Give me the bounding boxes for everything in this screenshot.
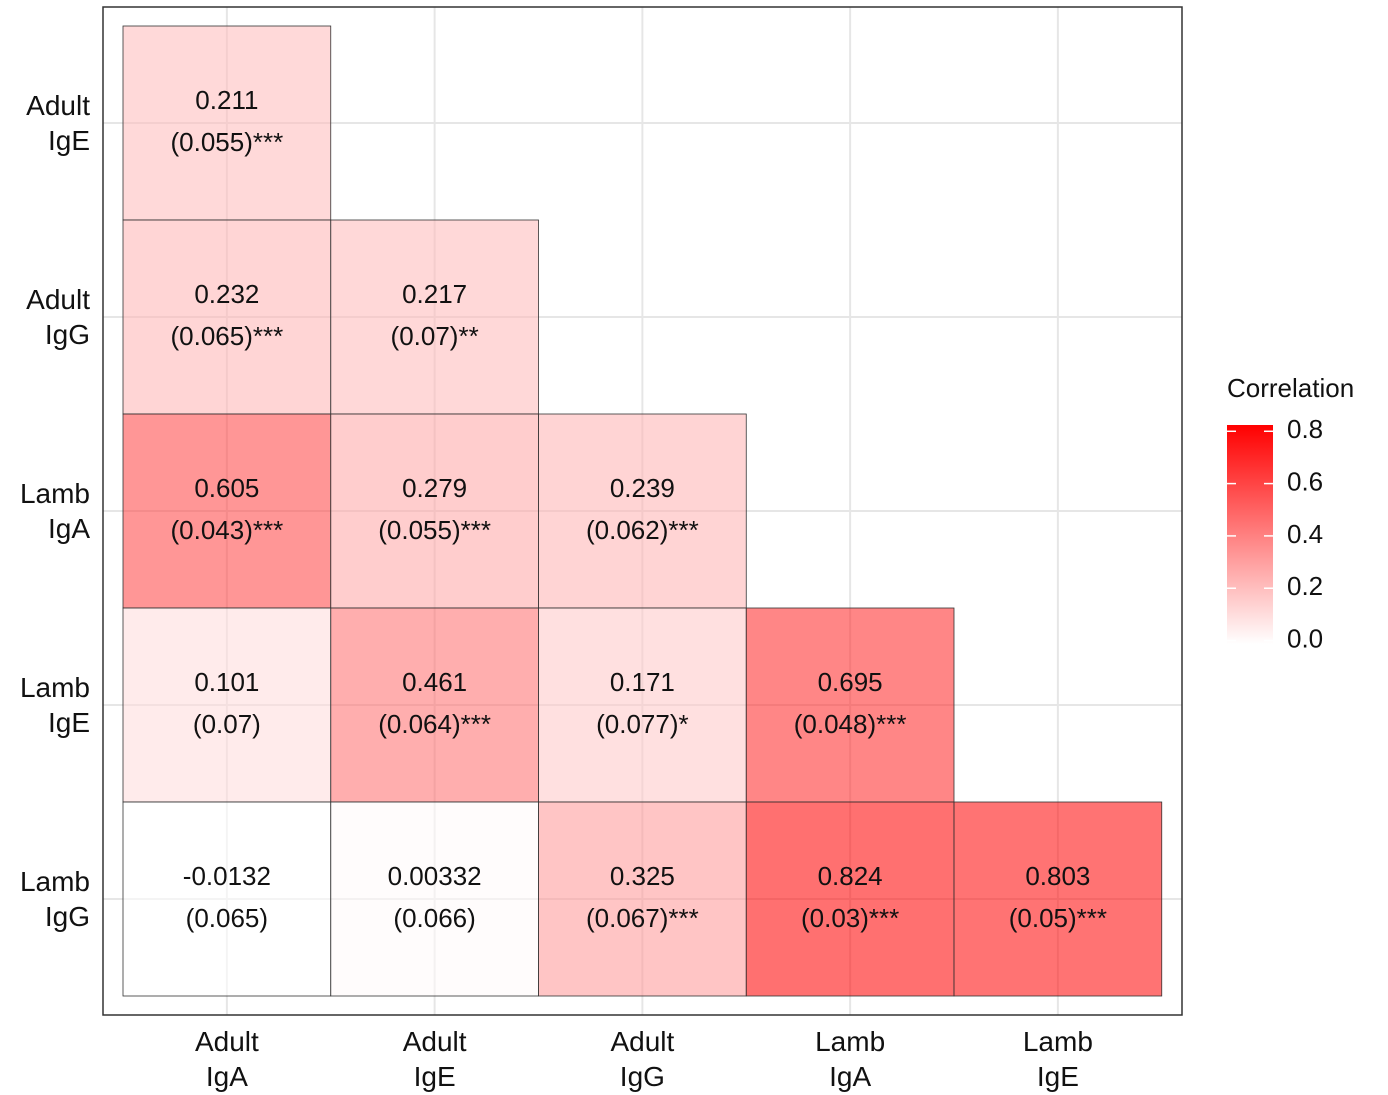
cell-annotation: (0.065)*** bbox=[171, 321, 284, 351]
cell-annotation: (0.064)*** bbox=[378, 709, 491, 739]
colorbar-title: Correlation bbox=[1227, 373, 1354, 403]
cell-annotation: (0.07) bbox=[193, 709, 261, 739]
cell-annotation: (0.048)*** bbox=[794, 709, 907, 739]
colorbar-tick-label: 0.4 bbox=[1287, 519, 1323, 549]
cell-value-label: 0.00332 bbox=[388, 861, 482, 891]
heatmap-cell bbox=[330, 801, 539, 997]
cell-value-label: 0.171 bbox=[610, 667, 675, 697]
cell-annotation: (0.055)*** bbox=[378, 515, 491, 545]
cell-value-label: 0.101 bbox=[194, 667, 259, 697]
x-tick-label: Adult IgE bbox=[402, 1026, 467, 1092]
heatmap-cell bbox=[330, 219, 539, 415]
colorbar-tick-label: 0.0 bbox=[1287, 623, 1323, 653]
heatmap-cell bbox=[122, 801, 332, 997]
colorbar-tick-label: 0.6 bbox=[1287, 466, 1323, 496]
cell-value-label: -0.0132 bbox=[183, 861, 271, 891]
cell-value-label: 0.824 bbox=[818, 861, 883, 891]
cell-value-label: 0.211 bbox=[195, 85, 258, 115]
cell-value-label: 0.803 bbox=[1025, 861, 1090, 891]
cell-value-label: 0.461 bbox=[402, 667, 467, 697]
heatmap-cell bbox=[122, 25, 332, 221]
heatmap-cell bbox=[330, 413, 539, 609]
y-tick-label: Adult IgG bbox=[26, 284, 90, 350]
heatmap-cell bbox=[538, 801, 747, 997]
cell-annotation: (0.03)*** bbox=[801, 903, 899, 933]
colorbar-tick-label: 0.8 bbox=[1287, 414, 1323, 444]
heatmap-cell bbox=[745, 607, 955, 803]
cell-value-label: 0.605 bbox=[194, 473, 259, 503]
y-tick-label: Lamb IgA bbox=[19, 478, 90, 544]
cell-annotation: (0.043)*** bbox=[171, 515, 284, 545]
x-tick-label: Adult IgA bbox=[194, 1026, 259, 1092]
cell-annotation: (0.05)*** bbox=[1009, 903, 1107, 933]
cell-annotation: (0.062)*** bbox=[586, 515, 699, 545]
heatmap-cell bbox=[538, 413, 747, 609]
heatmap-cell bbox=[122, 607, 332, 803]
y-tick-label: Adult IgE bbox=[26, 90, 90, 156]
colorbar bbox=[1227, 425, 1273, 644]
cell-value-label: 0.239 bbox=[610, 473, 675, 503]
colorbar-tick-label: 0.2 bbox=[1287, 571, 1323, 601]
cell-annotation: (0.065) bbox=[186, 903, 268, 933]
cell-annotation: (0.067)*** bbox=[586, 903, 699, 933]
panel-border bbox=[102, 6, 1183, 1016]
heatmap-cell bbox=[122, 219, 332, 415]
cell-value-label: 0.695 bbox=[818, 667, 883, 697]
cell-annotation: (0.077)* bbox=[596, 709, 689, 739]
cell-annotation: (0.055)*** bbox=[171, 127, 284, 157]
y-tick-label: Lamb IgG bbox=[19, 866, 90, 932]
cell-value-label: 0.279 bbox=[402, 473, 467, 503]
cell-annotation: (0.066) bbox=[393, 903, 475, 933]
cell-value-label: 0.325 bbox=[610, 861, 675, 891]
x-tick-label: Lamb IgA bbox=[815, 1026, 886, 1092]
cell-annotation: (0.07)** bbox=[391, 321, 479, 351]
cell-value-label: 0.232 bbox=[194, 279, 259, 309]
heatmap-cell bbox=[538, 607, 747, 803]
heatmap-cell bbox=[953, 801, 1163, 997]
x-tick-label: Lamb IgE bbox=[1022, 1026, 1093, 1092]
x-tick-label: Adult IgG bbox=[610, 1026, 675, 1092]
y-tick-label: Lamb IgE bbox=[19, 672, 90, 738]
heatmap-cell bbox=[122, 413, 332, 609]
heatmap-cell bbox=[745, 801, 955, 997]
heatmap-cell bbox=[330, 607, 539, 803]
cell-value-label: 0.217 bbox=[402, 279, 467, 309]
